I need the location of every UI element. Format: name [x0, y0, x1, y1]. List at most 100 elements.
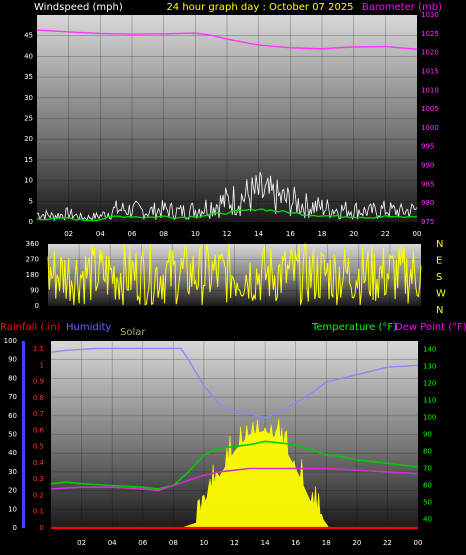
temperature-tick-label: 130	[423, 363, 436, 371]
temperature-line	[50, 440, 419, 490]
temperature-title: Temperature (°F)	[311, 322, 397, 333]
x-tick-label: 00	[414, 539, 423, 547]
barometer-tick-label: 1010	[421, 86, 439, 94]
wind-axis: 0 5 10 15 20 25 30 35 40 45	[24, 32, 33, 226]
temperature-axis: 40 50 60 70 80 90 100 110 120 130 140	[423, 346, 436, 524]
humidity-axis-bar	[22, 341, 25, 528]
wind-tick-label: 45	[24, 32, 33, 40]
compass-label: E	[436, 256, 442, 267]
temperature-tick-label: 140	[423, 346, 436, 354]
dewpoint-title: Dew Point (°F)	[395, 322, 466, 333]
humidity-title: Humidity	[66, 322, 111, 333]
x-tick-label: 10	[191, 230, 200, 238]
direction-tick-label: 180	[26, 271, 39, 279]
windspeed-title: Windspeed (mph)	[34, 2, 123, 13]
wind-tick-label: 5	[29, 197, 33, 205]
rain-tick-label: 0.4	[33, 459, 45, 467]
rain-tick-label: 0	[40, 524, 44, 532]
rain-tick-label: 0.2	[33, 491, 44, 499]
rain-tick-label: 0.6	[33, 426, 45, 434]
humidity-tick-label: 70	[8, 393, 17, 401]
barometer-tick-label: 1030	[421, 11, 439, 19]
solar-title: Solar	[120, 327, 146, 338]
wind-tick-label: 40	[24, 52, 33, 60]
barometer-tick-label: 990	[421, 162, 434, 170]
dewpoint-line	[50, 467, 419, 492]
humidity-tick-label: 20	[8, 487, 17, 495]
humidity-tick-label: 30	[8, 468, 17, 476]
barometer-tick-label: 995	[421, 143, 434, 151]
compass-label: W	[436, 289, 446, 300]
x-tick-label: 06	[128, 230, 137, 238]
x-tick-label: 02	[64, 230, 73, 238]
rain-tick-label: 0.1	[33, 508, 44, 516]
temperature-tick-label: 40	[423, 516, 432, 524]
x-tick-label: 04	[96, 230, 105, 238]
temperature-tick-label: 80	[423, 448, 432, 456]
direction-series	[47, 243, 422, 306]
barometer-tick-label: 1000	[421, 124, 439, 132]
humidity-tick-label: 80	[8, 374, 17, 382]
x-tick-label: 20	[352, 539, 361, 547]
wind-panel	[37, 15, 417, 222]
barometer-tick-label: 985	[421, 180, 434, 188]
wind-tick-label: 30	[24, 94, 33, 102]
direction-tick-label: 270	[26, 256, 39, 264]
barometer-tick-label: 1020	[421, 49, 439, 57]
humidity-tick-label: 60	[8, 412, 17, 420]
humidity-tick-label: 40	[8, 449, 17, 457]
wind-tick-label: 25	[24, 115, 33, 123]
compass-label: N	[436, 305, 443, 316]
barometer-tick-label: 1005	[421, 105, 439, 113]
wind-x-axis: 02 04 06 08 10 12 14 16 18 20 22 00	[64, 230, 421, 238]
compass-label: S	[436, 272, 442, 283]
humidity-tick-label: 100	[4, 337, 17, 345]
barometer-tick-label: 1015	[421, 67, 439, 75]
rain-axis: 0 0.1 0.2 0.3 0.4 0.5 0.6 0.7 0.8 0.9 1 1.1	[33, 345, 45, 532]
rainfall-title: Rainfall (.in)	[0, 322, 61, 333]
x-tick-label: 00	[413, 230, 422, 238]
x-tick-label: 10	[199, 539, 208, 547]
humidity-tick-label: 0	[13, 524, 17, 532]
x-tick-label: 20	[349, 230, 358, 238]
humidity-line	[50, 347, 419, 419]
x-tick-label: 14	[261, 539, 270, 547]
date-title: 24 hour graph day : October 07 2025	[166, 2, 353, 13]
x-tick-label: 04	[108, 539, 117, 547]
rain-tick-label: 1.1	[33, 345, 44, 353]
rain-tick-label: 0.5	[33, 443, 44, 451]
climate-series	[50, 347, 419, 530]
humidity-axis: 0 10 20 30 40 50 60 70 80 90 100	[4, 337, 17, 532]
x-tick-label: 02	[77, 539, 86, 547]
x-tick-label: 14	[254, 230, 263, 238]
rain-tick-label: 0.8	[33, 394, 44, 402]
wind-tick-label: 20	[24, 135, 33, 143]
wind-direction-line	[47, 243, 422, 306]
direction-axis: 0 90 180 270 360	[26, 240, 39, 310]
humidity-tick-label: 10	[8, 505, 17, 513]
barometer-axis: 975 980 985 990 995 1000 1005 1010 1015 1020 1025 1…	[421, 11, 439, 226]
barometer-title: Barometer (mb)	[362, 2, 442, 13]
wind-tick-label: 10	[24, 177, 33, 185]
x-tick-label: 06	[138, 539, 147, 547]
wind-average-line	[36, 208, 418, 222]
humidity-tick-label: 90	[8, 356, 17, 364]
temperature-tick-label: 120	[423, 380, 436, 388]
temperature-tick-label: 60	[423, 482, 432, 490]
temperature-tick-label: 50	[423, 499, 432, 507]
x-tick-label: 08	[169, 539, 178, 547]
direction-tick-label: 0	[35, 302, 39, 310]
x-tick-label: 18	[318, 230, 327, 238]
temperature-tick-label: 110	[423, 397, 436, 405]
x-tick-label: 08	[159, 230, 168, 238]
rain-tick-label: 0.9	[33, 378, 44, 386]
direction-tick-label: 360	[26, 240, 39, 248]
x-tick-label: 22	[383, 539, 392, 547]
x-tick-label: 16	[291, 539, 300, 547]
rain-tick-label: 1	[40, 361, 44, 369]
gust-series	[36, 208, 418, 222]
rain-tick-label: 0.7	[33, 410, 44, 418]
direction-tick-label: 90	[30, 287, 39, 295]
barometer-line	[36, 29, 418, 50]
